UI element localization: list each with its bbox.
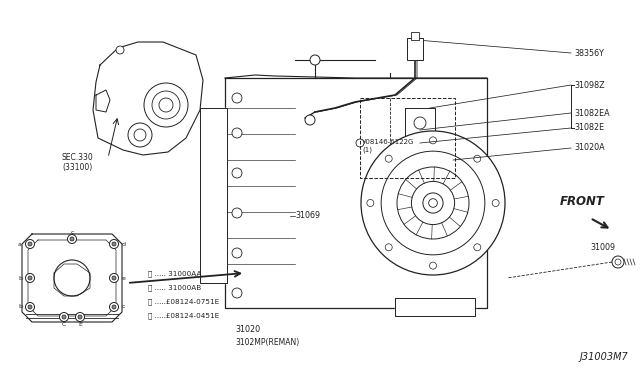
Text: c: c <box>70 230 74 234</box>
Polygon shape <box>96 90 110 112</box>
Text: 38356Y: 38356Y <box>574 48 604 58</box>
Circle shape <box>112 242 116 246</box>
Circle shape <box>26 240 35 248</box>
Circle shape <box>54 260 90 296</box>
Circle shape <box>232 128 242 138</box>
Text: 31082E: 31082E <box>574 124 604 132</box>
Circle shape <box>385 244 392 251</box>
Circle shape <box>305 115 315 125</box>
Text: 31098Z: 31098Z <box>574 80 605 90</box>
Bar <box>360 98 455 178</box>
Circle shape <box>76 312 84 321</box>
Circle shape <box>356 139 364 147</box>
Polygon shape <box>395 298 475 316</box>
Text: FRONT: FRONT <box>560 195 605 208</box>
Text: c: c <box>122 305 125 310</box>
Circle shape <box>144 83 188 127</box>
Text: ⓑ ..... 31000AB: ⓑ ..... 31000AB <box>148 284 201 291</box>
Circle shape <box>232 93 242 103</box>
Circle shape <box>492 199 499 206</box>
Text: ⓒ .....£08124-0751E: ⓒ .....£08124-0751E <box>148 298 220 305</box>
Text: 3102MP(REMAN): 3102MP(REMAN) <box>235 339 300 347</box>
Text: 31082EA: 31082EA <box>574 109 610 118</box>
Text: J31003M7: J31003M7 <box>580 352 628 362</box>
Circle shape <box>412 182 454 225</box>
Text: d: d <box>122 241 126 247</box>
Circle shape <box>367 199 374 206</box>
Circle shape <box>615 259 621 265</box>
Text: 31020: 31020 <box>235 326 260 334</box>
Text: ⓓ .....£08124-0451E: ⓓ .....£08124-0451E <box>148 312 220 318</box>
Circle shape <box>381 151 485 255</box>
Circle shape <box>28 242 32 246</box>
Circle shape <box>474 244 481 251</box>
Text: 31020A: 31020A <box>574 144 605 153</box>
Circle shape <box>26 273 35 282</box>
Text: a: a <box>18 241 22 247</box>
Circle shape <box>128 123 152 147</box>
Circle shape <box>429 137 436 144</box>
Text: E: E <box>78 321 82 327</box>
Text: 31069: 31069 <box>295 212 320 221</box>
Circle shape <box>310 55 320 65</box>
Bar <box>407 38 423 60</box>
Circle shape <box>232 248 242 258</box>
Circle shape <box>62 315 66 319</box>
Circle shape <box>361 131 505 275</box>
Polygon shape <box>22 234 122 322</box>
Circle shape <box>414 117 426 129</box>
Circle shape <box>78 315 82 319</box>
Polygon shape <box>93 42 203 155</box>
Circle shape <box>385 155 392 162</box>
Circle shape <box>134 129 146 141</box>
Circle shape <box>159 98 173 112</box>
Circle shape <box>232 208 242 218</box>
Circle shape <box>423 193 443 213</box>
Circle shape <box>429 262 436 269</box>
Circle shape <box>474 155 481 162</box>
Polygon shape <box>200 108 227 283</box>
Text: b: b <box>18 305 22 310</box>
Circle shape <box>429 199 437 207</box>
Text: ⓐ ..... 31000AA: ⓐ ..... 31000AA <box>148 270 202 277</box>
Circle shape <box>28 276 32 280</box>
Text: ¥08146-6122G
(1): ¥08146-6122G (1) <box>362 139 414 153</box>
Circle shape <box>411 48 419 56</box>
Circle shape <box>232 168 242 178</box>
Polygon shape <box>405 108 435 138</box>
Circle shape <box>116 46 124 54</box>
Circle shape <box>26 302 35 311</box>
Circle shape <box>28 305 32 309</box>
Circle shape <box>112 305 116 309</box>
Circle shape <box>397 167 469 239</box>
Text: 31009: 31009 <box>590 244 615 253</box>
Text: b: b <box>18 276 22 280</box>
Circle shape <box>67 234 77 244</box>
Circle shape <box>109 302 118 311</box>
Circle shape <box>232 288 242 298</box>
Circle shape <box>152 91 180 119</box>
Circle shape <box>612 256 624 268</box>
Text: C: C <box>62 321 66 327</box>
Bar <box>411 32 419 40</box>
Circle shape <box>109 240 118 248</box>
Text: e: e <box>122 276 126 280</box>
Polygon shape <box>225 78 487 308</box>
Text: SEC.330
(33100): SEC.330 (33100) <box>62 153 93 172</box>
Circle shape <box>70 237 74 241</box>
Circle shape <box>109 273 118 282</box>
Circle shape <box>60 312 68 321</box>
Circle shape <box>112 276 116 280</box>
